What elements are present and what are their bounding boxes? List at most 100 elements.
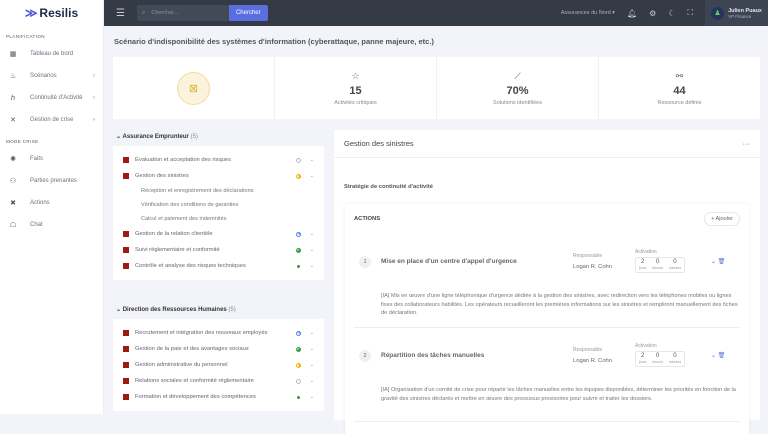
detail-panel: Gestion des sinistres ··· Stratégie de co… xyxy=(334,130,760,434)
strategy-label: Stratégie de continuité d'activité xyxy=(344,184,433,190)
action-controls: ⌄ 🗑︎ xyxy=(711,352,725,359)
activity-name: Évaluation et acceptation des risques xyxy=(135,157,232,163)
activity-row[interactable]: Recrutement et intégration des nouveaux … xyxy=(123,325,314,341)
status-three-quarter-green-icon xyxy=(295,346,301,352)
activity-row[interactable]: Gestion administrative du personnel ⌄ xyxy=(123,357,314,373)
activity-row[interactable]: Évaluation et acceptation des risques ⌄ xyxy=(123,152,314,168)
activation-timer[interactable]: 2 jours 0 heures 0 minutes xyxy=(635,351,685,367)
group-count: (5) xyxy=(190,134,198,140)
user-menu[interactable]: ♟ Julien Puaux VP Finance xyxy=(705,0,768,26)
chevron-down-icon[interactable]: ⌄ xyxy=(309,378,314,384)
chevron-down-icon[interactable]: ⌄ xyxy=(711,353,718,359)
activity-row[interactable]: Formation et développement des compétenc… xyxy=(123,389,314,405)
chevron-down-icon[interactable]: ⌄ xyxy=(309,346,314,352)
activity-name: Contrôle et analyse des risques techniqu… xyxy=(135,263,246,269)
responsable-value[interactable]: Logan R. Cohn xyxy=(573,358,612,364)
logo[interactable]: ≫ Resilis xyxy=(0,0,103,26)
sidebar-item[interactable]: ▦ Tableau de bord xyxy=(0,43,103,65)
continuity-icon: ℎ xyxy=(10,95,16,102)
action-description: [IA] Mis en œuvre d'une ligne téléphoniq… xyxy=(381,293,738,316)
responsable-label: Responsable xyxy=(573,253,603,259)
detail-title: Gestion des sinistres xyxy=(344,139,414,148)
activity-name: Gestion des sinistres xyxy=(135,173,189,179)
bell-icon[interactable]: 🔔︎ xyxy=(626,8,638,18)
group-header[interactable]: ⌄ Assurance Emprunteur (5) xyxy=(116,133,198,140)
sub-process[interactable]: Vérification des conditions de garanties xyxy=(141,202,239,208)
chevron-down-icon[interactable]: ⌄ xyxy=(309,231,314,237)
search-placeholder: Chercher... xyxy=(151,10,179,16)
gear-icon[interactable]: ⚙ xyxy=(649,8,657,18)
status-full-green-icon xyxy=(296,395,300,399)
timer-unit-label: heures xyxy=(652,266,664,270)
status-half-yellow-icon xyxy=(295,173,301,179)
activation-timer[interactable]: 2 jours 0 heures 0 minutes xyxy=(635,257,685,273)
chevron-down-icon[interactable]: ⌄ xyxy=(711,259,718,265)
group-count: (5) xyxy=(228,307,236,313)
stat-critical-activities: ☆ 15 Activités critiques xyxy=(275,57,437,119)
stat-value: 15 xyxy=(349,84,362,97)
group-name: Assurance Emprunteur xyxy=(122,134,189,140)
timer-unit-label: minutes xyxy=(668,266,682,270)
add-action-button[interactable]: + Ajouter xyxy=(704,212,740,226)
status-empty-icon xyxy=(295,378,301,384)
sidebar-item[interactable]: ℎ Continuité d'Activité › xyxy=(0,87,103,109)
group-header[interactable]: ⌄ Direction des Ressources Humaines (5) xyxy=(116,306,236,313)
timer-value: 0 xyxy=(655,353,660,359)
sidebar-item[interactable]: ✺ Faits xyxy=(0,148,103,170)
menu-icon[interactable]: ☰ xyxy=(116,7,125,19)
sidebar-item[interactable]: ✖ Actions xyxy=(0,192,103,214)
more-icon[interactable]: ··· xyxy=(742,139,751,148)
activity-row[interactable]: Gestion de la relation clientèle ⌄ xyxy=(123,226,314,242)
sub-process[interactable]: Calcul et paiement des indemnités xyxy=(141,216,227,222)
sidebar-section-title: PLANIFICATION xyxy=(6,34,45,39)
sidebar-item[interactable]: ⚇ Parties prenantes xyxy=(0,170,103,192)
chevron-down-icon[interactable]: ⌄ xyxy=(309,394,314,400)
action-number: 2 xyxy=(359,350,371,362)
timer-unit-label: jours xyxy=(638,360,647,364)
search-button[interactable]: Chercher xyxy=(228,5,268,21)
org-selector[interactable]: Assurances du Nord ▾ xyxy=(560,10,615,16)
activity-row[interactable]: Relations sociales et conformité régleme… xyxy=(123,373,314,389)
timer-unit-label: minutes xyxy=(668,360,682,364)
brand-name: Resilis xyxy=(39,6,79,20)
activity-list: Évaluation et acceptation des risques ⌄ Ge… xyxy=(113,146,324,280)
dashboard-icon: ▦ xyxy=(9,51,17,58)
chevron-down-icon[interactable]: ⌄ xyxy=(309,157,314,163)
fullscreen-icon[interactable]: ⛶ xyxy=(687,8,694,17)
sidebar-item[interactable]: ☖ Chat xyxy=(0,214,103,236)
status-empty-icon xyxy=(295,157,301,163)
chevron-down-icon[interactable]: ⌄ xyxy=(309,173,314,179)
action-controls: ⌄ 🗑︎ xyxy=(711,258,725,265)
chevron-down-icon[interactable]: ⌄ xyxy=(309,362,314,368)
trash-icon[interactable]: 🗑︎ xyxy=(717,353,726,359)
activity-row[interactable]: Contrôle et analyse des risques techniqu… xyxy=(123,258,314,274)
page-title: Scénario d'indisponibilité des systèmes … xyxy=(114,37,434,46)
timer-unit-label: jours xyxy=(638,266,647,270)
search-input[interactable]: ⌕ Chercher... xyxy=(136,5,229,21)
chevron-down-icon[interactable]: ⌄ xyxy=(309,247,314,253)
responsable-label: Responsable xyxy=(573,347,603,353)
responsable-value[interactable]: Logan R. Cohn xyxy=(573,264,612,270)
sidebar-item-label: Faits xyxy=(30,156,44,162)
chat-icon: ☖ xyxy=(9,222,17,229)
moon-icon[interactable]: ☾ xyxy=(668,8,676,18)
activity-name: Relations sociales et conformité régleme… xyxy=(135,378,254,384)
sidebar-item[interactable]: ♨ Scénarios › xyxy=(0,65,103,87)
stat-label: Solutions identifiées xyxy=(493,99,542,106)
stat-label: Ressource définie xyxy=(657,99,702,106)
activity-row[interactable]: Gestion de la paie et des avantages soci… xyxy=(123,341,314,357)
timer-value: 2 xyxy=(641,353,645,359)
action-title[interactable]: Mise en place d'un centre d'appel d'urge… xyxy=(381,258,517,265)
chevron-down-icon[interactable]: ⌄ xyxy=(309,330,314,336)
timer-value: 2 xyxy=(641,259,645,265)
trash-icon[interactable]: 🗑︎ xyxy=(717,259,726,265)
criticality-marker xyxy=(123,378,129,384)
sidebar-item-label: Continuité d'Activité xyxy=(30,95,83,101)
activity-row[interactable]: Gestion des sinistres ⌄ xyxy=(123,168,314,184)
sub-process[interactable]: Réception et enregistrement des déclarat… xyxy=(141,188,254,194)
chevron-down-icon[interactable]: ⌄ xyxy=(309,263,314,269)
action-title[interactable]: Répartition des tâches manuelles xyxy=(381,352,485,359)
stat-solutions: ⟋ 70% Solutions identifiées xyxy=(437,57,599,119)
activity-row[interactable]: Suivi réglementaire et conformité ⌄ xyxy=(123,242,314,258)
sidebar-item[interactable]: ✕ Gestion de crise › xyxy=(0,109,103,131)
